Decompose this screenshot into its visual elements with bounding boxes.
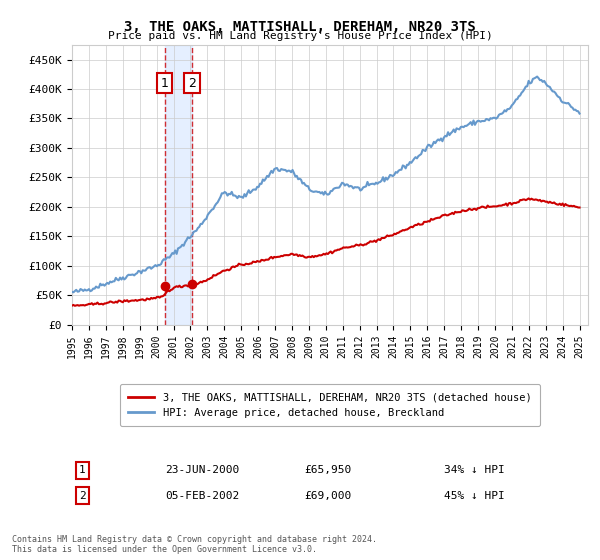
Text: 23-JUN-2000: 23-JUN-2000	[165, 465, 239, 475]
Text: 2: 2	[188, 77, 196, 90]
Text: Price paid vs. HM Land Registry's House Price Index (HPI): Price paid vs. HM Land Registry's House …	[107, 31, 493, 41]
Text: 45% ↓ HPI: 45% ↓ HPI	[443, 491, 504, 501]
Text: 05-FEB-2002: 05-FEB-2002	[165, 491, 239, 501]
Bar	[165, 45, 192, 325]
Text: 34% ↓ HPI: 34% ↓ HPI	[443, 465, 504, 475]
Text: 2: 2	[79, 491, 86, 501]
Text: Contains HM Land Registry data © Crown copyright and database right 2024.
This d: Contains HM Land Registry data © Crown c…	[12, 535, 377, 554]
Text: 1: 1	[79, 465, 86, 475]
Text: 3, THE OAKS, MATTISHALL, DEREHAM, NR20 3TS: 3, THE OAKS, MATTISHALL, DEREHAM, NR20 3…	[124, 20, 476, 34]
Text: £69,000: £69,000	[304, 491, 352, 501]
Text: 1: 1	[161, 77, 169, 90]
Text: £65,950: £65,950	[304, 465, 352, 475]
Legend: 3, THE OAKS, MATTISHALL, DEREHAM, NR20 3TS (detached house), HPI: Average price,: 3, THE OAKS, MATTISHALL, DEREHAM, NR20 3…	[120, 384, 540, 426]
